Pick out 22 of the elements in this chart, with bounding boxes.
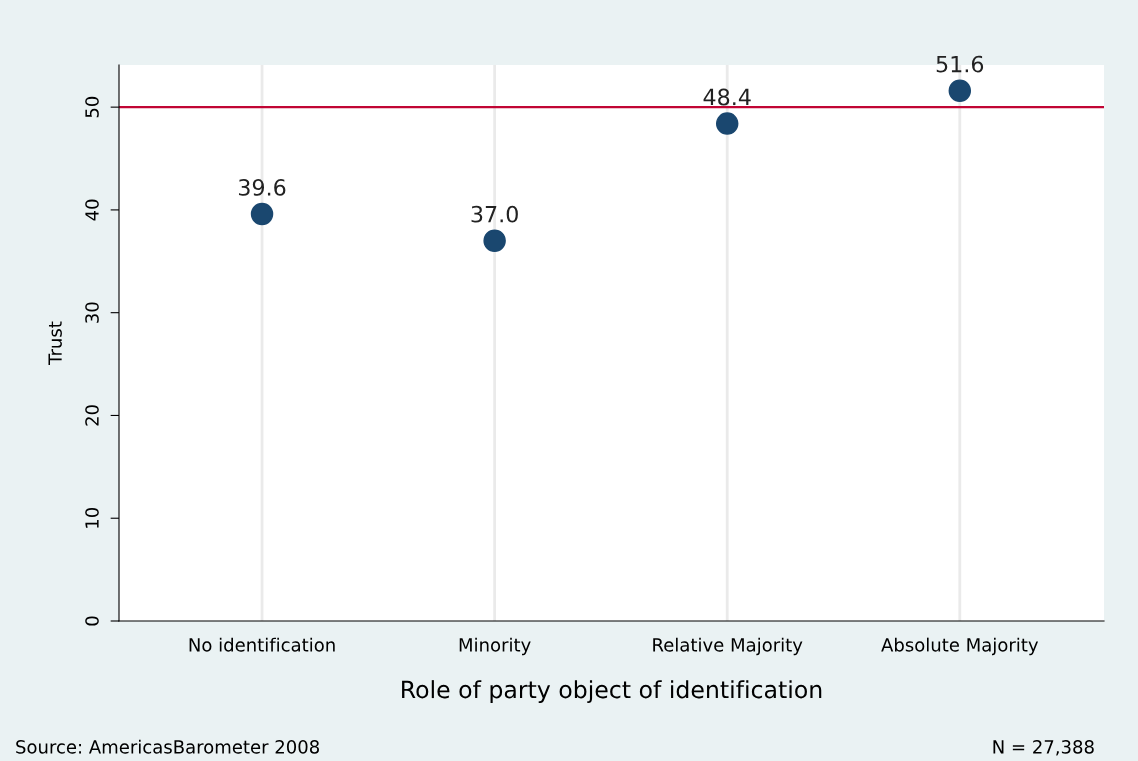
data-label: 48.4: [703, 88, 751, 106]
y-tick-label: 20: [85, 405, 99, 426]
y-tick-label: 10: [85, 507, 99, 528]
point: [250, 202, 274, 226]
source-note: Source: AmericasBarometer 2008: [16, 739, 319, 754]
y-tick-label: 0: [85, 616, 99, 626]
point: [715, 112, 739, 135]
y-tick-label: 50: [85, 96, 99, 118]
y-tick-label: 30: [85, 302, 99, 323]
y-tick-label: 40: [85, 199, 99, 221]
x-tick-label: Relative Majority: [653, 637, 803, 656]
x-tick-label: No identification: [189, 637, 335, 652]
x-axis-title: Role of party object of identification: [402, 680, 822, 703]
point: [483, 229, 506, 252]
y-axis-title: Trust: [48, 321, 62, 365]
x-tick-label: Absolute Majority: [881, 637, 1039, 656]
x-tick-label: Minority: [459, 637, 531, 656]
data-label: 39.6: [239, 179, 286, 196]
data-label: 37.0: [471, 205, 518, 223]
data-label: 51.6: [936, 55, 984, 73]
point: [948, 79, 972, 102]
text: N = 27,388: [993, 740, 1094, 756]
